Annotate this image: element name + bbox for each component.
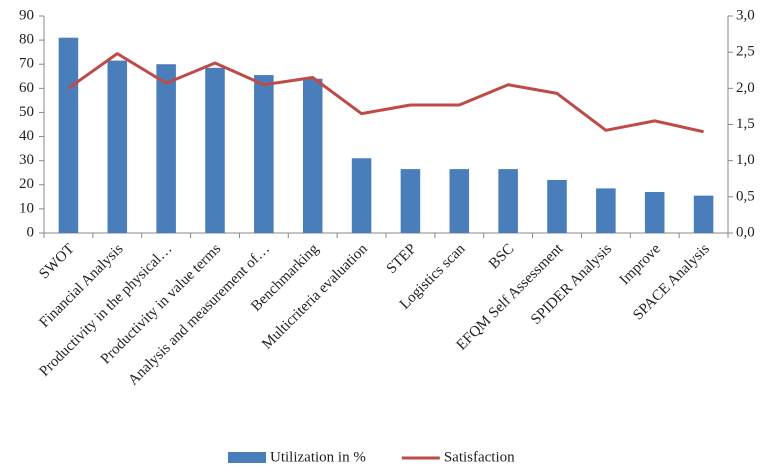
- bar: [254, 75, 274, 233]
- bar: [693, 195, 714, 233]
- bar: [449, 169, 470, 233]
- x-tick-label: Improve: [617, 241, 664, 288]
- bar: [547, 179, 567, 233]
- y-tick-label: 40: [19, 128, 34, 144]
- y-tick-label: 20: [19, 176, 34, 192]
- y2-tick-label: 1,5: [736, 116, 755, 132]
- y2-tick-label: 1,0: [736, 152, 755, 168]
- line: [67, 52, 704, 134]
- y2-tick-label: 0,0: [736, 224, 755, 240]
- bar: [400, 169, 421, 233]
- y-tick-label: 70: [19, 56, 34, 72]
- y-tick-label: 90: [19, 7, 34, 23]
- bar: [205, 67, 225, 233]
- legend-swatch: [228, 452, 266, 463]
- bar: [107, 60, 128, 233]
- x-tick-label: BSC: [486, 241, 517, 272]
- x-tick-label: STEP: [384, 241, 420, 277]
- y-tick-label: 30: [19, 152, 34, 168]
- y-tick-label: 60: [19, 80, 34, 96]
- x-tick-label: SWOT: [36, 241, 77, 282]
- y-tick-label: 0: [27, 224, 35, 240]
- bar: [58, 37, 79, 234]
- y2-tick-label: 0,5: [736, 188, 755, 204]
- bar: [596, 188, 616, 233]
- bar: [302, 78, 323, 233]
- y-tick-label: 80: [19, 32, 34, 48]
- bar: [644, 192, 665, 233]
- bar: [156, 64, 176, 233]
- y-tick-label: 50: [19, 104, 34, 120]
- legend-label: Satisfaction: [444, 449, 515, 465]
- y2-tick-label: 2,5: [736, 44, 755, 60]
- y-tick-label: 10: [19, 200, 34, 216]
- bar: [351, 158, 372, 233]
- x-tick-label: Financial Analysis: [37, 241, 127, 331]
- y2-tick-label: 3,0: [736, 7, 755, 23]
- legend-label: Utilization in %: [270, 449, 366, 465]
- y2-tick-label: 2,0: [736, 80, 755, 96]
- bar: [498, 169, 518, 233]
